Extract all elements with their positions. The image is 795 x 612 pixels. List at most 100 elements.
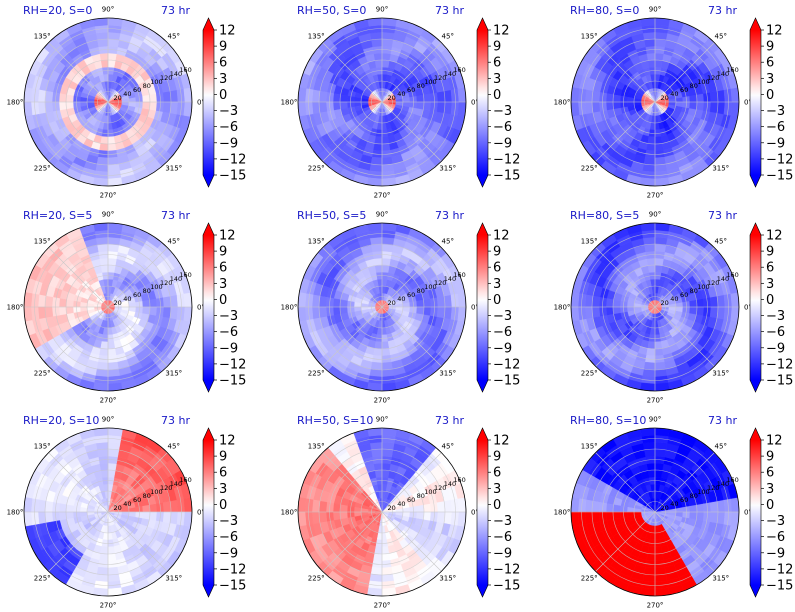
radial-label-80: 80	[690, 82, 698, 90]
angle-label-225: 225°	[308, 164, 325, 172]
radial-label-120: 120	[160, 74, 172, 82]
panel-title: RH=50, S=0	[297, 4, 366, 17]
radial-label-120: 120	[707, 74, 719, 82]
colorbar-tick-label: −15	[219, 579, 246, 594]
angle-label-225: 225°	[34, 369, 51, 377]
angle-label-45: 45°	[168, 443, 180, 451]
panel-time-label: 73 hr	[435, 209, 464, 222]
radial-label-20: 20	[661, 504, 669, 512]
radial-label-100: 100	[697, 78, 709, 86]
colorbar-rh50-s0	[477, 30, 488, 175]
panel-title: RH=20, S=5	[23, 209, 92, 222]
angle-label-225: 225°	[34, 164, 51, 172]
panel-title: RH=20, S=10	[23, 414, 99, 427]
panel-rh80-s5: 0°45°90°135°180°225°270°315°204060801001…	[554, 209, 794, 405]
colorbar-tick-label: −3	[766, 309, 785, 324]
radial-label-20: 20	[114, 94, 122, 102]
colorbar-extend-min	[477, 380, 488, 392]
radial-label-120: 120	[707, 484, 719, 492]
panel-rh50-s5: 0°45°90°135°180°225°270°315°204060801001…	[281, 209, 521, 405]
polar-frame-rh80-s0	[570, 17, 740, 187]
angle-label-45: 45°	[168, 238, 180, 246]
grid-spoke-45	[654, 452, 715, 513]
radial-label-120: 120	[434, 74, 446, 82]
radial-label-40: 40	[397, 295, 405, 303]
panel-title: RH=80, S=10	[570, 414, 646, 427]
angle-label-90: 90°	[376, 6, 388, 14]
radial-label-160: 160	[726, 271, 738, 279]
radial-label-120: 120	[707, 279, 719, 287]
angle-label-270: 270°	[647, 192, 664, 200]
panel-time-label: 73 hr	[161, 209, 190, 222]
colorbar-tick-label: −3	[766, 514, 785, 529]
angle-label-45: 45°	[442, 33, 454, 41]
colorbar-rh80-s10	[750, 440, 761, 585]
angle-label-0: 0°	[744, 304, 752, 312]
angle-label-45: 45°	[715, 238, 727, 246]
radial-label-140: 140	[717, 70, 729, 78]
grid-spoke-45	[107, 452, 168, 513]
colorbar-extend-max	[203, 223, 214, 235]
angle-label-270: 270°	[100, 397, 117, 405]
colorbar-rh50-s10	[477, 440, 488, 585]
radial-label-140: 140	[170, 70, 182, 78]
radial-label-100: 100	[150, 488, 162, 496]
colorbar-tick-label: −9	[766, 136, 785, 151]
colorbar-tick-label: −3	[493, 309, 512, 324]
colorbar-tick-label: 12	[766, 434, 783, 449]
angle-label-135: 135°	[308, 238, 325, 246]
colorbar-tick-label: 9	[219, 40, 227, 55]
radial-label-80: 80	[143, 82, 151, 90]
radial-label-60: 60	[133, 291, 141, 299]
angle-label-0: 0°	[197, 304, 205, 312]
colorbar-extend-max	[750, 428, 761, 440]
colorbar-tick-label: 0	[766, 88, 774, 103]
colorbar-extend-min	[750, 175, 761, 187]
grid-spoke-225	[322, 101, 383, 162]
colorbar-tick-label: −6	[219, 530, 238, 545]
colorbar-tick-label: −6	[493, 325, 512, 340]
colorbar-tick-label: 0	[219, 293, 227, 308]
grid-spoke-315	[381, 101, 442, 162]
angle-label-270: 270°	[374, 602, 391, 610]
colorbar-tick-label: −3	[219, 514, 238, 529]
colorbar-tick-label: −3	[766, 104, 785, 119]
grid-spoke-315	[107, 306, 168, 367]
angle-label-270: 270°	[374, 397, 391, 405]
radial-label-160: 160	[453, 271, 465, 279]
grid-spoke-225	[595, 306, 656, 367]
radial-label-140: 140	[170, 480, 182, 488]
colorbar-tick-label: −9	[219, 136, 238, 151]
colorbar-tick-label: 3	[493, 482, 501, 497]
angle-label-135: 135°	[308, 443, 325, 451]
panel-time-label: 73 hr	[435, 4, 464, 17]
colorbar-tick-label: −6	[219, 325, 238, 340]
colorbar-tick-label: −15	[766, 579, 793, 594]
panel-time-label: 73 hr	[708, 4, 737, 17]
colorbar-tick-label: −15	[493, 374, 520, 389]
angle-label-315: 315°	[712, 574, 729, 582]
colorbar-tick-label: 9	[219, 450, 227, 465]
radial-label-60: 60	[407, 86, 415, 94]
colorbar-tick-label: −9	[766, 341, 785, 356]
grid-spoke-225	[322, 511, 383, 572]
panel-rh80-s10: 0°45°90°135°180°225°270°315°204060801001…	[554, 414, 794, 610]
colorbar-extend-min	[750, 585, 761, 597]
radial-label-60: 60	[407, 291, 415, 299]
grid-spoke-225	[48, 101, 109, 162]
grid-spoke-135	[322, 42, 383, 103]
grid-spoke-135	[48, 247, 109, 308]
radial-label-100: 100	[424, 488, 436, 496]
colorbar-tick-label: 6	[766, 466, 774, 481]
colorbar-rh20-s0	[203, 30, 214, 175]
colorbar-tick-label: 9	[766, 245, 774, 260]
colorbar-tick-label: −6	[219, 120, 238, 135]
radial-label-20: 20	[388, 94, 396, 102]
panel-rh20-s10: 0°45°90°135°180°225°270°315°204060801001…	[7, 414, 247, 610]
colorbar-extend-max	[750, 18, 761, 30]
polar-field-rh80-s10	[571, 428, 739, 596]
grid-spoke-315	[381, 511, 442, 572]
colorbar-rh20-s5	[203, 235, 214, 380]
colorbar-tick-label: 3	[219, 482, 227, 497]
radial-label-40: 40	[123, 295, 131, 303]
